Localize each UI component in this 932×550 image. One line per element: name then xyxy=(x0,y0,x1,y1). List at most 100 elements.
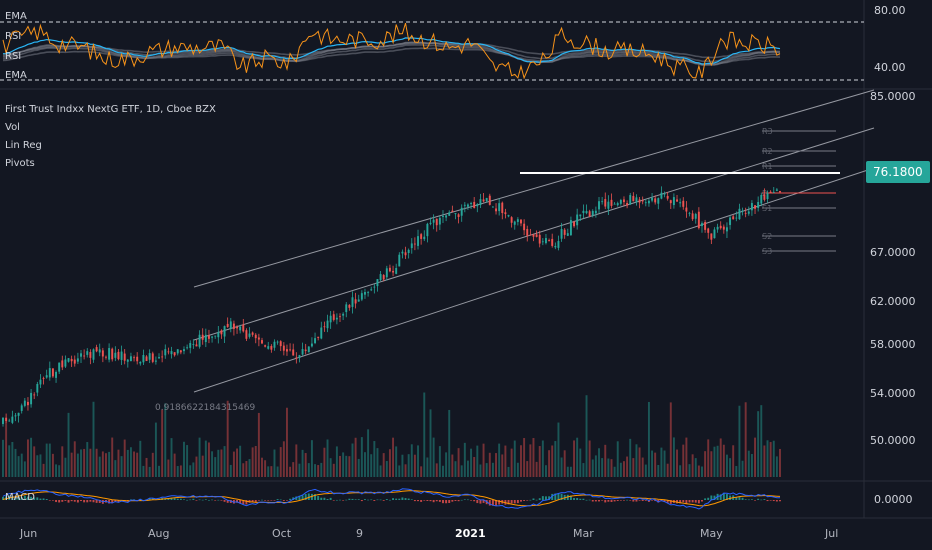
macd-hist-bar xyxy=(616,500,619,502)
macd-hist-bar xyxy=(273,500,276,501)
macd-hist-bar xyxy=(23,495,26,500)
macd-hist-bar xyxy=(279,499,282,501)
candle-body xyxy=(754,205,756,209)
macd-hist-bar xyxy=(697,500,700,504)
macd-hist-bar xyxy=(14,496,17,500)
candle-body xyxy=(123,353,126,361)
volume-bar xyxy=(64,457,67,477)
macd-pane[interactable] xyxy=(0,482,864,518)
volume-bar xyxy=(108,451,111,477)
volume-bar xyxy=(779,448,781,477)
volume-bar xyxy=(404,464,407,477)
macd-hist-bar xyxy=(382,500,385,501)
macd-hist-bar xyxy=(554,493,557,500)
candle-body xyxy=(251,332,254,335)
time-tick-mar: Mar xyxy=(573,527,594,540)
price-pane[interactable] xyxy=(0,90,864,480)
candle-body xyxy=(566,233,569,236)
candle-body xyxy=(286,349,288,352)
candle-body xyxy=(342,313,345,316)
volume-bar xyxy=(660,447,663,477)
volume-bar xyxy=(554,441,557,477)
indicator-label-pivots[interactable]: Pivots xyxy=(5,158,35,169)
volume-bar xyxy=(725,454,728,477)
volume-bar xyxy=(507,466,510,477)
candle-body xyxy=(257,337,260,340)
candle-body xyxy=(747,211,750,214)
candle-body xyxy=(357,299,360,302)
pivot-label-s2: S2 xyxy=(762,232,772,241)
candle-body xyxy=(39,379,42,385)
macd-hist-bar xyxy=(289,498,292,500)
indicator-label-linreg[interactable]: Lin Reg xyxy=(5,140,42,151)
candle-body xyxy=(632,195,635,202)
candle-body xyxy=(101,350,104,357)
macd-hist-bar xyxy=(482,500,485,503)
macd-hist-bar xyxy=(58,500,61,503)
volume-bar xyxy=(55,464,58,477)
candle-body xyxy=(279,341,282,347)
volume-bar xyxy=(92,401,95,477)
macd-hist-bar xyxy=(95,500,98,503)
volume-bar xyxy=(61,446,64,477)
candle-body xyxy=(76,358,79,362)
candle-body xyxy=(710,233,713,240)
macd-hist-bar xyxy=(632,500,635,502)
volume-bar xyxy=(710,451,713,477)
candle-body xyxy=(273,341,276,348)
candle-body xyxy=(516,219,519,222)
candle-body xyxy=(48,368,51,378)
macd-hist-bar xyxy=(114,500,117,502)
volume-bar xyxy=(8,445,11,477)
volume-bar xyxy=(704,451,707,477)
candle-body xyxy=(395,268,398,274)
volume-bar xyxy=(73,441,76,477)
candle-body xyxy=(392,270,395,273)
volume-bar xyxy=(270,466,273,477)
volume-bar xyxy=(407,454,410,477)
candle-body xyxy=(161,356,164,358)
linreg-upper xyxy=(193,89,875,288)
volume-bar xyxy=(342,452,345,477)
volume-bar xyxy=(151,452,154,477)
volume-bar xyxy=(48,443,51,477)
candle-body xyxy=(451,210,454,212)
volume-bar xyxy=(679,465,682,477)
candle-body xyxy=(385,268,388,278)
volume-bar xyxy=(30,437,33,477)
volume-bar xyxy=(426,457,429,477)
macd-tick-zero: 0.0000 xyxy=(874,493,913,506)
volume-bar xyxy=(114,460,117,477)
macd-hist-bar xyxy=(192,498,195,500)
volume-bar xyxy=(120,456,123,477)
candle-body xyxy=(654,198,657,203)
candle-body xyxy=(529,234,532,236)
macd-hist-bar xyxy=(51,500,54,501)
volume-bar xyxy=(641,457,644,477)
macd-hist-bar xyxy=(27,496,29,500)
volume-bar xyxy=(607,458,610,477)
candle-body xyxy=(214,335,217,337)
macd-hist-bar xyxy=(186,499,189,501)
volume-bar xyxy=(20,453,23,477)
candle-body xyxy=(148,353,151,360)
candle-body xyxy=(750,203,753,211)
macd-hist-bar xyxy=(89,500,92,502)
macd-hist-bar xyxy=(513,500,516,504)
volume-bar xyxy=(722,444,725,477)
candle-body xyxy=(613,203,616,205)
volume-bar xyxy=(775,456,778,477)
macd-hist-bar xyxy=(335,499,338,501)
candle-body xyxy=(223,326,226,337)
volume-bar xyxy=(189,465,192,477)
volume-bar xyxy=(145,457,148,477)
candle-body xyxy=(591,210,594,216)
volume-bar xyxy=(432,437,435,477)
indicator-label-vol[interactable]: Vol xyxy=(5,122,20,133)
volume-bar xyxy=(142,465,145,477)
volume-bar xyxy=(763,445,766,477)
volume-bar xyxy=(563,450,566,477)
volume-bar xyxy=(457,448,460,477)
time-tick-may: May xyxy=(700,527,723,540)
